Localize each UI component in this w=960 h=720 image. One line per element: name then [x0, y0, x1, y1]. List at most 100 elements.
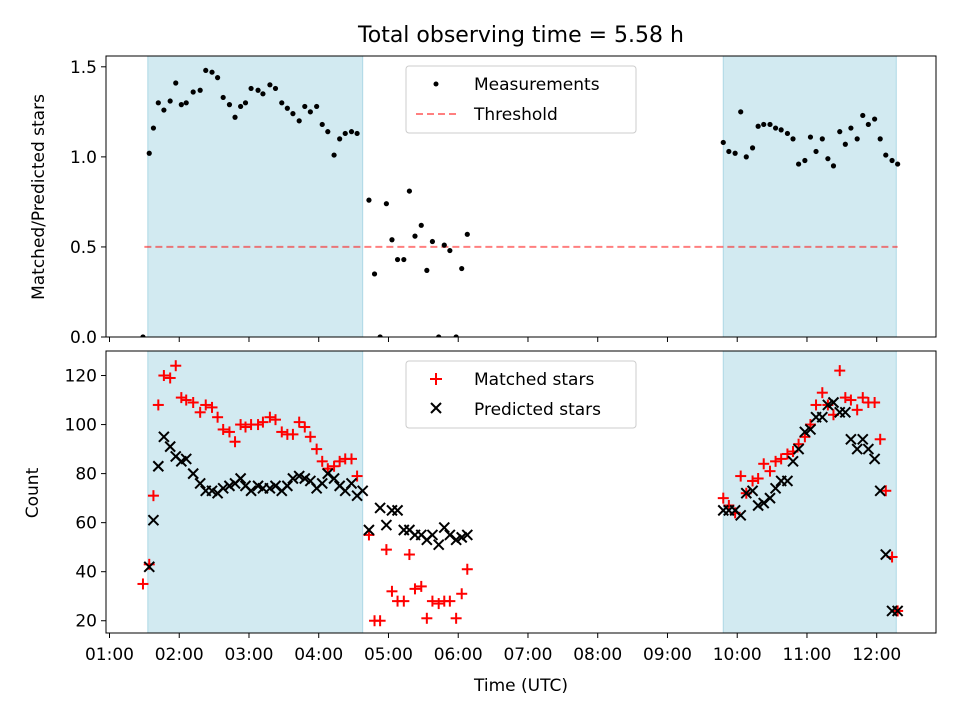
measurement-point [802, 157, 808, 164]
bottom-y-axis-label: Count [23, 467, 43, 518]
measurement-point [406, 188, 413, 194]
measurement-point [865, 121, 871, 128]
matched-point [334, 455, 346, 467]
matched-point [816, 387, 828, 399]
matched-point [200, 399, 212, 411]
top-y-tick-label: 1.5 [70, 58, 97, 78]
measurement-point [354, 130, 360, 137]
measurement-point [307, 109, 313, 115]
measurement-point [726, 148, 732, 155]
bottom-legend: Matched stars Predicted stars [405, 360, 637, 429]
matched-point [456, 588, 468, 600]
matched-point [304, 431, 316, 443]
predicted-point [398, 524, 410, 536]
measurement-point [842, 141, 848, 147]
measurement-point [441, 242, 447, 248]
predicted-point [764, 492, 776, 504]
bottom-axes-frame [105, 350, 937, 634]
predicted-point [281, 480, 294, 492]
x-tick-label: 03:00 [224, 645, 273, 665]
matched-point [293, 416, 305, 428]
matched-point [426, 595, 438, 607]
matched-point [781, 448, 793, 460]
measurement-point [795, 161, 802, 167]
matched-point [217, 423, 229, 435]
measurement-point [290, 111, 296, 117]
matched-point [880, 485, 892, 497]
matched-point [764, 465, 776, 477]
predicted-point [891, 605, 904, 617]
measurement-point [848, 125, 854, 131]
predicted-point [380, 519, 393, 531]
predicted-point [158, 431, 170, 443]
matched-point [775, 453, 787, 465]
measurement-point [238, 103, 244, 110]
measurement-point [860, 112, 866, 119]
x-tick-label: 11:00 [782, 645, 831, 665]
top-panel: 0.0 0.5 1.0 1.5 Matched/Predicted stars Mea… [29, 55, 937, 348]
matched-point [380, 544, 392, 556]
measurement-point [883, 152, 889, 158]
matched-point [299, 421, 311, 433]
measurement-point [401, 256, 407, 263]
matched-point [851, 404, 863, 416]
top-shaded-region-1 [147, 56, 364, 337]
matched-point [857, 392, 869, 404]
matched-point [752, 473, 764, 485]
measurement-point [337, 136, 343, 142]
top-shaded-regions [147, 56, 897, 337]
measurement-point [720, 139, 726, 146]
predicted-stars-points [143, 396, 904, 617]
measurement-point [242, 100, 249, 106]
top-legend-box [405, 65, 637, 134]
measurement-point [146, 150, 152, 156]
measurement-point [790, 136, 796, 142]
measurement-point [429, 238, 436, 245]
x-tick-label: 09:00 [643, 645, 692, 665]
matched-point [328, 460, 340, 472]
measurement-point [232, 114, 238, 120]
matched-point [311, 443, 323, 455]
predicted-point [245, 485, 257, 497]
predicted-point [734, 509, 747, 522]
bottom-y-tick-label: 20 [75, 612, 97, 632]
predicted-point [851, 443, 863, 455]
legend-measurements-marker [433, 81, 439, 87]
measurement-point [302, 103, 308, 110]
measurement-point [389, 237, 395, 243]
x-tick-label: 06:00 [434, 645, 483, 665]
predicted-point [769, 482, 782, 495]
predicted-point [746, 485, 759, 497]
measurement-point [178, 102, 184, 108]
measurement-point [889, 157, 895, 164]
measurement-point [214, 75, 221, 81]
measurement-point [895, 161, 901, 167]
predicted-point [187, 467, 199, 480]
measurement-point [872, 116, 878, 122]
matched-point [212, 411, 224, 423]
predicted-point [194, 477, 206, 490]
measurement-point [203, 67, 209, 74]
measurement-point [743, 154, 749, 160]
matched-point [374, 615, 386, 627]
legend-predicted-marker [430, 402, 442, 414]
predicted-point [426, 529, 439, 541]
measurement-point [383, 201, 389, 207]
measurement-point [314, 103, 320, 110]
predicted-point [792, 443, 805, 455]
measurement-point [197, 87, 203, 93]
measurement-point [155, 100, 161, 106]
predicted-point [857, 433, 869, 445]
matched-point [747, 475, 759, 487]
predicted-point [217, 482, 229, 495]
predicted-point [880, 548, 892, 561]
matched-point [235, 419, 247, 431]
legend-threshold-label: Threshold [473, 105, 558, 125]
matched-point [398, 595, 410, 607]
measurement-point [161, 107, 167, 113]
matched-point [415, 580, 427, 592]
legend-predicted-label: Predicted stars [474, 400, 601, 420]
measurement-point [248, 85, 254, 92]
x-tick-label: 01:00 [85, 645, 134, 665]
